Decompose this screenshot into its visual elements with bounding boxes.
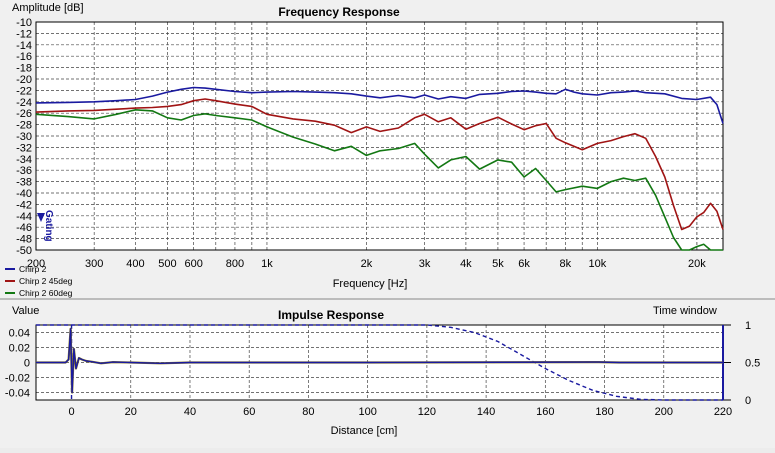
x-tick-label: 3k (419, 258, 431, 270)
x-tick-label: 140 (477, 406, 495, 418)
x-tick-label: 0 (68, 406, 74, 418)
y-tick-label: -10 (16, 17, 32, 29)
y-tick-label: -22 (16, 85, 32, 97)
legend-entry: Chirp 2 60deg (19, 288, 73, 298)
y-tick-label: -30 (16, 131, 32, 143)
y-tick-label: -38 (16, 177, 32, 189)
series-line-chirp-2-45deg (35, 98, 724, 231)
impulse-y2-axis-label: Time window (653, 305, 717, 317)
y-tick-label: -48 (16, 234, 32, 246)
impulse-trace (36, 328, 723, 394)
frequency-plot-area (35, 21, 724, 251)
x-tick-label: 4k (460, 258, 472, 270)
x-tick-label: 300 (85, 258, 103, 270)
x-tick-label: 200 (27, 258, 45, 270)
y2-tick-label: 0.5 (745, 358, 760, 370)
y-tick-label: -46 (16, 222, 32, 234)
x-tick-label: 80 (302, 406, 314, 418)
y-tick-label: -14 (16, 40, 32, 52)
frequency-plot-frame (35, 21, 724, 251)
y-tick-label: -40 (16, 188, 32, 200)
x-tick-label: 20 (125, 406, 137, 418)
x-tick-label: 40 (184, 406, 196, 418)
y-tick-label: -32 (16, 142, 32, 154)
frequency-grid (35, 21, 723, 251)
frequency-x-axis-label: Frequency [Hz] (333, 278, 408, 290)
y-tick-label: 0.04 (9, 328, 30, 340)
x-tick-label: 160 (536, 406, 554, 418)
y-tick-label: 0 (24, 358, 30, 370)
x-tick-label: 1k (261, 258, 273, 270)
impulse-x-axis-label: Distance [cm] (331, 425, 398, 437)
y-tick-label: -20 (16, 74, 32, 86)
gating-marker-icon (37, 213, 45, 222)
x-tick-label: 8k (560, 258, 572, 270)
y-tick-label: -34 (16, 154, 32, 166)
x-tick-label: 200 (655, 406, 673, 418)
y-tick-label: -18 (16, 63, 32, 75)
x-tick-label: 60 (243, 406, 255, 418)
y-tick-label: -0.02 (5, 373, 30, 385)
x-tick-label: 100 (358, 406, 376, 418)
x-tick-label: 220 (714, 406, 732, 418)
x-tick-label: 5k (492, 258, 504, 270)
x-tick-label: 20k (688, 258, 706, 270)
y-tick-label: -0.04 (5, 388, 30, 400)
y-tick-label: -16 (16, 51, 32, 63)
x-tick-label: 600 (184, 258, 202, 270)
x-tick-label: 2k (361, 258, 373, 270)
legend-entry: Chirp 2 (19, 264, 47, 274)
series-line-chirp-2-60deg (35, 109, 723, 251)
y-tick-label: -42 (16, 199, 32, 211)
x-tick-label: 400 (126, 258, 144, 270)
y-tick-label: -36 (16, 165, 32, 177)
y2-tick-label: 1 (745, 320, 751, 332)
y-tick-label: -26 (16, 108, 32, 120)
gating-label: Gating (43, 210, 54, 242)
y-tick-label: -28 (16, 120, 32, 132)
y-tick-label: -50 (16, 245, 32, 257)
y-tick-label: -24 (16, 97, 32, 109)
x-tick-label: 120 (418, 406, 436, 418)
x-tick-label: 6k (518, 258, 530, 270)
impulse-y-axis-label: Value (12, 305, 39, 317)
y-tick-label: -44 (16, 211, 32, 223)
frequency-y-axis-label: Amplitude [dB] (12, 2, 84, 14)
x-tick-label: 500 (158, 258, 176, 270)
x-tick-label: 800 (226, 258, 244, 270)
legend-entry: Chirp 2 45deg (19, 276, 73, 286)
frequency-chart-title: Frequency Response (278, 5, 400, 19)
x-tick-label: 10k (588, 258, 606, 270)
x-tick-label: 180 (595, 406, 613, 418)
impulse-chart-title: Impulse Response (278, 308, 384, 322)
series-line-chirp-2 (35, 86, 724, 124)
y2-tick-label: 0 (745, 395, 751, 407)
y-tick-label: -12 (16, 28, 32, 40)
y-tick-label: 0.02 (9, 343, 30, 355)
